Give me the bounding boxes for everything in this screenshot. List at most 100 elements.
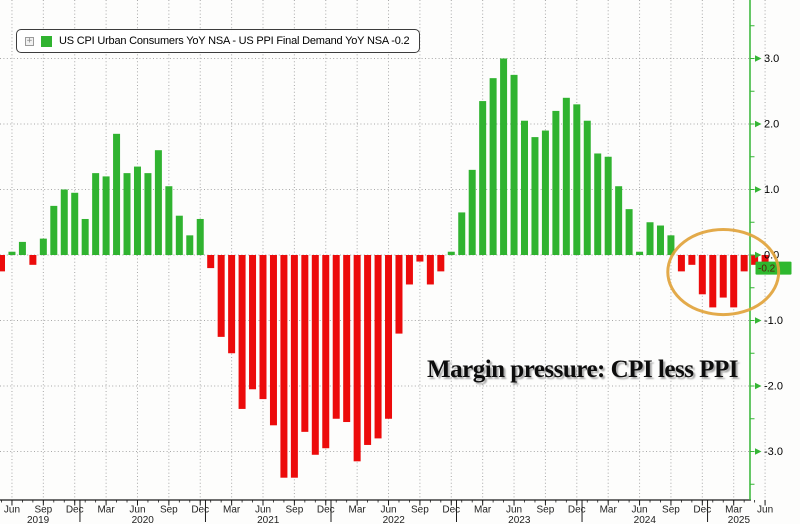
bar-month-44 (458, 212, 466, 255)
bar-month-2 (18, 241, 26, 255)
x-month-label: Mar (97, 505, 115, 516)
y-tick-label: -1.0 (764, 315, 783, 327)
bar-month-36 (374, 255, 382, 439)
x-month-label: Dec (191, 505, 209, 516)
x-month-label: Jun (255, 505, 271, 516)
bar-month-26 (269, 255, 277, 426)
bar-month-52 (541, 130, 549, 255)
bar-month-45 (468, 169, 476, 255)
y-tick-arrow-icon (755, 251, 762, 259)
y-tick-label: 1.0 (764, 184, 779, 196)
y-tick-arrow-icon (755, 448, 762, 455)
x-year-label: 2023 (508, 515, 531, 524)
bar-month-11 (113, 133, 121, 255)
x-year-label: 2020 (132, 515, 155, 524)
bar-month-1 (8, 251, 16, 255)
x-month-label: Dec (66, 505, 84, 516)
bar-month-73 (761, 255, 769, 269)
x-year-label: 2022 (383, 515, 406, 524)
bar-month-47 (489, 78, 497, 256)
bar-month-34 (353, 255, 361, 462)
bar-month-55 (573, 104, 581, 255)
bar-month-60 (625, 209, 633, 255)
bar-month-14 (144, 173, 152, 255)
legend-label: US CPI Urban Consumers YoY NSA - US PPI … (59, 35, 410, 47)
x-month-label: Mar (600, 505, 618, 516)
last-value-label: -0.2 (758, 264, 776, 275)
bar-month-40 (416, 255, 424, 262)
y-tick-arrow-icon (755, 55, 762, 62)
bar-month-50 (521, 120, 528, 255)
bar-month-18 (186, 235, 194, 255)
bar-month-41 (426, 255, 434, 285)
legend[interactable]: + US CPI Urban Consumers YoY NSA - US PP… (16, 29, 421, 53)
highlight-ellipse (666, 227, 781, 317)
bar-month-15 (154, 150, 162, 255)
x-year-label: 2019 (27, 515, 50, 524)
x-year-label: 2024 (634, 515, 657, 524)
x-month-label: Mar (349, 505, 367, 516)
bar-month-19 (196, 218, 204, 255)
y-tick-arrow-icon (755, 317, 762, 324)
y-tick-label: 2.0 (764, 119, 779, 131)
x-month-label: Mar (725, 505, 743, 516)
y-tick-label: -2.0 (764, 381, 783, 393)
x-month-label: Dec (568, 505, 586, 516)
bar-month-21 (217, 255, 225, 337)
bar-month-58 (604, 156, 612, 255)
bar-month-63 (656, 225, 664, 255)
bar-month-66 (688, 255, 696, 265)
x-year-label: 2025 (728, 515, 751, 524)
bar-month-8 (81, 218, 89, 255)
bar-month-61 (636, 251, 644, 255)
y-tick-arrow-icon (755, 382, 762, 390)
bar-month-38 (395, 255, 403, 334)
bar-month-64 (667, 235, 675, 255)
x-month-label: Sep (160, 505, 178, 516)
y-tick-arrow-icon (755, 186, 762, 193)
bar-month-69 (719, 255, 727, 298)
bar-month-71 (740, 255, 748, 272)
y-tick-label: 3.0 (764, 53, 779, 65)
bar-month-20 (207, 255, 215, 269)
expand-icon[interactable]: + (25, 35, 34, 46)
bar-month-51 (531, 137, 539, 255)
bar-month-43 (447, 251, 455, 255)
bar-month-25 (259, 255, 267, 400)
bar-month-49 (510, 74, 518, 255)
bar-month-53 (552, 110, 560, 256)
bar-month-6 (60, 189, 68, 255)
bar-month-3 (29, 255, 37, 265)
bar-month-54 (562, 97, 570, 255)
x-month-label: Sep (34, 505, 52, 516)
bar-month-68 (709, 255, 717, 308)
x-month-label: Jun (4, 505, 20, 516)
bar-month-27 (280, 255, 288, 478)
bar-month-23 (238, 255, 246, 409)
bar-month-16 (165, 186, 173, 255)
x-month-label: Dec (442, 505, 460, 516)
y-tick-arrow-icon (755, 120, 762, 128)
bar-month-17 (175, 215, 183, 255)
x-month-label: Jun (129, 505, 145, 516)
bar-month-12 (123, 173, 131, 255)
series-swatch (41, 35, 52, 47)
bar-month-33 (343, 255, 351, 423)
x-month-label: Jun (380, 505, 396, 516)
bar-month-67 (698, 255, 706, 295)
bar-month-57 (594, 153, 602, 255)
bar-month-70 (730, 255, 738, 308)
bar-month-0 (0, 255, 5, 272)
x-month-label: Sep (285, 505, 303, 516)
bar-month-48 (500, 58, 508, 255)
x-month-label: Jun (757, 505, 773, 516)
bar-month-30 (311, 255, 319, 455)
bar-month-39 (405, 255, 413, 285)
x-month-label: Jun (506, 505, 522, 516)
x-month-label: Sep (537, 505, 555, 516)
x-month-label: Sep (662, 505, 680, 516)
bar-month-31 (322, 255, 330, 449)
bar-month-65 (677, 255, 685, 272)
bar-month-35 (364, 255, 372, 445)
